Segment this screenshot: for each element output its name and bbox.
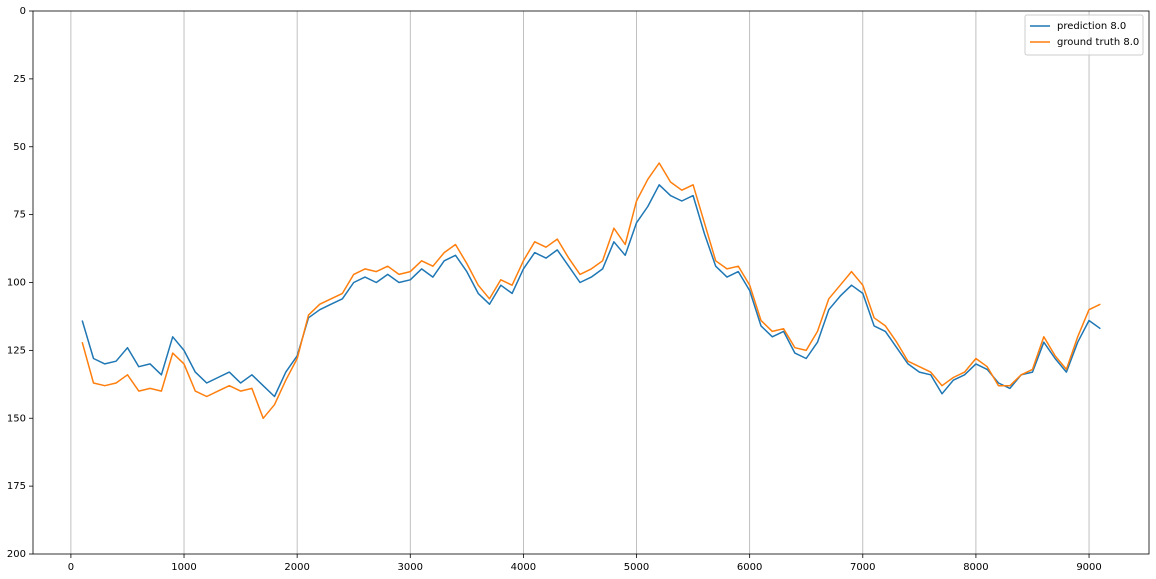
y-tick-label: 0 [20,6,26,17]
y-tick-label: 50 [13,142,26,153]
x-tick-label: 7000 [850,562,875,573]
x-tick-label: 0 [68,562,74,573]
plot-frame [32,10,1150,555]
x-tick-label: 4000 [511,562,536,573]
x-tick-label: 1000 [171,562,196,573]
data-line [81,184,1101,398]
data-line [81,162,1101,420]
x-tick-label: 2000 [284,562,309,573]
x-tick-label: 5000 [624,562,649,573]
y-tick-label: 75 [13,210,26,221]
legend-label: prediction 8.0 [1057,21,1126,32]
x-tick-label: 3000 [398,562,423,573]
legend: prediction 8.0 ground truth 8.0 [1024,14,1144,56]
y-tick-label: 100 [7,278,26,289]
legend-label: ground truth 8.0 [1057,37,1139,48]
y-tick-label: 125 [7,345,26,356]
y-tick-label: 175 [7,481,26,492]
x-tick-label: 6000 [737,562,762,573]
y-tick-label: 200 [7,549,26,560]
x-tick-label: 8000 [963,562,988,573]
y-tick-label: 25 [13,74,26,85]
legend-box [1024,14,1144,56]
x-tick-label: 9000 [1076,562,1101,573]
y-tick-label: 150 [7,413,26,424]
